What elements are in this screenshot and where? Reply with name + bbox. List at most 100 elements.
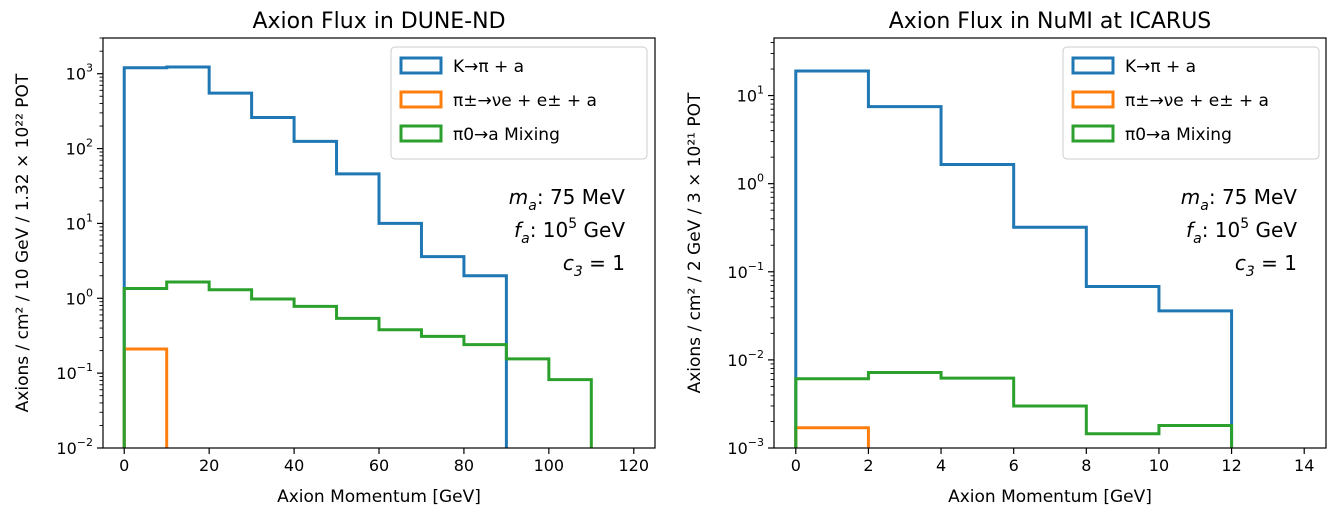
y-tick-label: 103 xyxy=(66,62,93,84)
legend-swatch xyxy=(1071,124,1115,143)
parameter-annotation: fa: 105 GeV xyxy=(514,216,625,247)
axes-frame xyxy=(773,37,1327,449)
series-line-3 xyxy=(794,370,1234,448)
legend: K→π + a π±→νe + e± + a π0→a Mixing xyxy=(1062,46,1320,160)
legend-entry-2: π±→νe + e± + a xyxy=(453,91,597,111)
annot-text: : 10 xyxy=(1202,218,1241,242)
y-tick-label: 10−2 xyxy=(727,348,764,370)
series-line-1 xyxy=(794,69,1234,448)
y-tick-label: 100 xyxy=(737,172,764,194)
tick-base: 10 xyxy=(727,263,747,282)
series-line-3 xyxy=(122,280,593,448)
x-tick-label: 4 xyxy=(936,456,946,475)
y-tick-label: 10−1 xyxy=(56,361,93,383)
x-tick-label: 2 xyxy=(863,456,873,475)
tick-exponent: 0 xyxy=(757,172,764,185)
annot-subscript: a xyxy=(1200,198,1209,214)
tick-exponent: −2 xyxy=(77,436,93,449)
x-axis-label: Axion Momentum [GeV] xyxy=(948,487,1152,506)
annot-subscript: a xyxy=(1193,231,1202,247)
legend-frame xyxy=(390,46,648,160)
tick-exponent: 3 xyxy=(86,62,93,75)
parameter-annotation: fa: 105 GeV xyxy=(1186,216,1297,247)
tick-exponent: −3 xyxy=(748,436,764,449)
tick-exponent: 1 xyxy=(86,211,93,224)
tick-base: 10 xyxy=(66,65,86,84)
annot-subscript: 3 xyxy=(574,264,583,280)
chart-title: Axion Flux in NuMI at ICARUS xyxy=(889,9,1212,34)
annot-tail: GeV xyxy=(1249,218,1297,242)
annot-symbol: m xyxy=(509,185,528,209)
x-tick-label: 80 xyxy=(454,456,474,475)
legend-swatch xyxy=(1071,90,1115,109)
tick-base: 10 xyxy=(66,140,86,159)
annot-text: : 75 MeV xyxy=(537,185,625,209)
plot-area xyxy=(794,69,1234,448)
legend-frame xyxy=(1062,46,1320,160)
x-tick-label: 120 xyxy=(618,456,649,475)
series-line-2 xyxy=(122,347,169,448)
parameter-annotation: c3 = 1 xyxy=(563,251,625,280)
y-tick-label: 10−3 xyxy=(727,436,764,458)
tick-base: 10 xyxy=(727,439,747,458)
tick-base: 10 xyxy=(56,364,76,383)
annot-superscript: 5 xyxy=(1240,216,1249,232)
annot-symbol: c xyxy=(563,251,574,275)
parameter-annotation: c3 = 1 xyxy=(1235,251,1297,280)
legend-swatch xyxy=(1071,56,1115,75)
y-tick-label: 10−2 xyxy=(56,436,93,458)
x-tick-label: 10 xyxy=(1149,456,1169,475)
legend-entry-3: π0→a Mixing xyxy=(1125,125,1232,145)
x-tick-label: 100 xyxy=(534,456,565,475)
annot-text: = 1 xyxy=(583,251,625,275)
annot-symbol: c xyxy=(1235,251,1246,275)
annot-text: = 1 xyxy=(1255,251,1297,275)
annot-text: : 75 MeV xyxy=(1209,185,1297,209)
tick-exponent: −2 xyxy=(748,348,764,361)
legend-swatch xyxy=(399,56,443,75)
tick-exponent: −1 xyxy=(748,260,764,273)
tick-base: 10 xyxy=(56,439,76,458)
y-axis-label: Axions / cm² / 2 GeV / 3 × 10²¹ POT xyxy=(685,92,705,393)
x-tick-label: 0 xyxy=(119,456,129,475)
y-axis-label: Axions / cm² / 10 GeV / 1.32 × 10²² POT xyxy=(13,73,33,412)
legend-entry-1: K→π + a xyxy=(1125,57,1196,77)
tick-base: 10 xyxy=(66,214,86,233)
legend-swatch xyxy=(399,90,443,109)
y-tick-label: 101 xyxy=(66,211,93,233)
tick-base: 10 xyxy=(737,87,757,106)
legend: K→π + a π±→νe + e± + a π0→a Mixing xyxy=(390,46,648,160)
x-tick-label: 40 xyxy=(284,456,304,475)
y-tick-label: 100 xyxy=(66,286,93,308)
annot-subscript: a xyxy=(521,231,530,247)
parameter-annotation: ma: 75 MeV xyxy=(509,185,626,214)
annot-symbol: m xyxy=(1181,185,1200,209)
x-tick-label: 0 xyxy=(791,456,801,475)
panel-1: Axion Flux in DUNE-ND0 20 40 60 80 100 12010−2… xyxy=(13,9,656,507)
plot-area xyxy=(122,65,593,448)
tick-exponent: −1 xyxy=(77,361,93,374)
x-tick-label: 60 xyxy=(369,456,389,475)
annot-superscript: 5 xyxy=(568,216,577,232)
legend-swatch xyxy=(399,124,443,143)
tick-base: 10 xyxy=(737,175,757,194)
x-tick-label: 6 xyxy=(1009,456,1019,475)
chart-title: Axion Flux in DUNE-ND xyxy=(252,9,505,34)
series-line-2 xyxy=(794,426,870,448)
y-tick-label: 102 xyxy=(66,137,93,159)
legend-entry-2: π±→νe + e± + a xyxy=(1125,91,1269,111)
tick-exponent: 2 xyxy=(86,137,93,150)
y-tick-label: 101 xyxy=(737,84,764,106)
x-tick-label: 20 xyxy=(199,456,219,475)
y-tick-label: 10−1 xyxy=(727,260,764,282)
annot-symbol: f xyxy=(514,218,524,242)
annot-symbol: f xyxy=(1186,218,1196,242)
x-tick-label: 14 xyxy=(1294,456,1314,475)
tick-base: 10 xyxy=(727,351,747,370)
annot-subscript: a xyxy=(528,198,537,214)
legend-entry-3: π0→a Mixing xyxy=(453,125,560,145)
tick-exponent: 1 xyxy=(757,84,764,97)
legend-entry-1: K→π + a xyxy=(453,57,524,77)
